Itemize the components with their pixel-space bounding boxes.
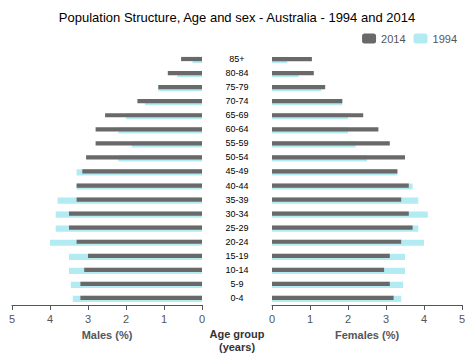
svg-text:55-59: 55-59 (225, 138, 248, 148)
svg-text:75-79: 75-79 (225, 82, 248, 92)
svg-text:5: 5 (9, 313, 15, 325)
svg-text:Males (%): Males (%) (82, 329, 133, 341)
svg-text:15-19: 15-19 (225, 251, 248, 261)
svg-text:Population Structure, Age and: Population Structure, Age and sex - Aust… (59, 10, 415, 25)
svg-text:Age group: Age group (210, 328, 265, 340)
svg-text:0: 0 (269, 313, 275, 325)
svg-text:45-49: 45-49 (225, 166, 248, 176)
svg-text:5-9: 5-9 (230, 279, 243, 289)
svg-text:80-84: 80-84 (225, 68, 248, 78)
svg-text:70-74: 70-74 (225, 96, 248, 106)
svg-text:0: 0 (199, 313, 205, 325)
svg-text:3: 3 (85, 313, 91, 325)
svg-text:4: 4 (421, 313, 427, 325)
svg-text:1: 1 (161, 313, 167, 325)
svg-text:20-24: 20-24 (225, 237, 248, 247)
svg-text:1: 1 (307, 313, 313, 325)
svg-text:(years): (years) (219, 341, 255, 353)
svg-text:50-54: 50-54 (225, 152, 248, 162)
svg-text:3: 3 (383, 313, 389, 325)
svg-text:60-64: 60-64 (225, 124, 248, 134)
svg-text:25-29: 25-29 (225, 223, 248, 233)
svg-text:65-69: 65-69 (225, 110, 248, 120)
svg-text:2: 2 (345, 313, 351, 325)
svg-text:30-34: 30-34 (225, 209, 248, 219)
svg-text:2014: 2014 (381, 33, 405, 45)
svg-text:5: 5 (459, 313, 465, 325)
svg-text:1994: 1994 (433, 33, 457, 45)
svg-text:Females (%): Females (%) (335, 329, 400, 341)
svg-text:35-39: 35-39 (225, 195, 248, 205)
svg-text:2: 2 (123, 313, 129, 325)
svg-text:0-4: 0-4 (230, 293, 243, 303)
svg-text:40-44: 40-44 (225, 181, 248, 191)
svg-text:4: 4 (47, 313, 53, 325)
svg-text:85+: 85+ (229, 54, 244, 64)
svg-text:10-14: 10-14 (225, 265, 248, 275)
